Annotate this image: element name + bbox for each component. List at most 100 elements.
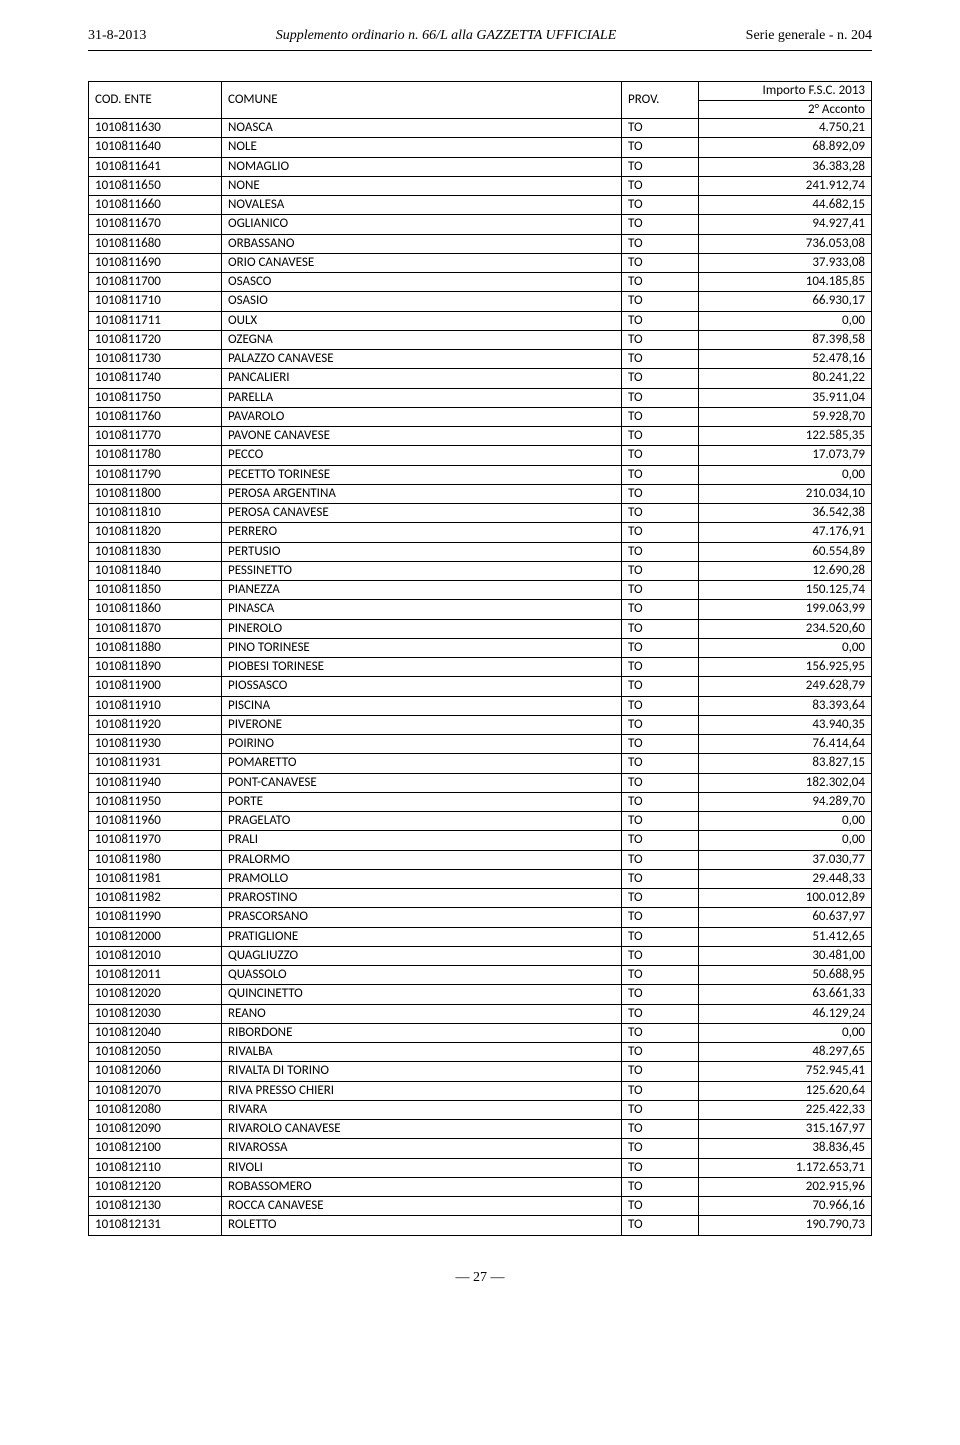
cell-value: 0,00	[699, 638, 872, 657]
cell-code: 1010812010	[89, 946, 222, 965]
cell-value: 35.911,04	[699, 388, 872, 407]
cell-code: 1010812070	[89, 1081, 222, 1100]
cell-prov: TO	[622, 138, 699, 157]
cell-code: 1010811910	[89, 696, 222, 715]
cell-code: 1010811931	[89, 754, 222, 773]
table-row: 1010811931POMARETTOTO83.827,15	[89, 754, 872, 773]
table-row: 1010811980PRALORMOTO37.030,77	[89, 850, 872, 869]
cell-prov: TO	[622, 696, 699, 715]
table-row: 1010811990PRASCORSANOTO60.637,97	[89, 908, 872, 927]
cell-code: 1010811630	[89, 119, 222, 138]
table-row: 1010811640NOLETO68.892,09	[89, 138, 872, 157]
cell-value: 37.933,08	[699, 253, 872, 272]
cell-comune: OZEGNA	[222, 330, 622, 349]
cell-comune: PERRERO	[222, 523, 622, 542]
cell-comune: ROCCA CANAVESE	[222, 1197, 622, 1216]
table-row: 1010812070RIVA PRESSO CHIERITO125.620,64	[89, 1081, 872, 1100]
cell-comune: PIOSSASCO	[222, 677, 622, 696]
cell-comune: PISCINA	[222, 696, 622, 715]
cell-code: 1010811960	[89, 812, 222, 831]
cell-value: 60.554,89	[699, 542, 872, 561]
cell-value: 100.012,89	[699, 889, 872, 908]
cell-value: 17.073,79	[699, 446, 872, 465]
cell-code: 1010812120	[89, 1177, 222, 1196]
header-title: Supplemento ordinario n. 66/L alla GAZZE…	[146, 28, 745, 44]
cell-value: 182.302,04	[699, 773, 872, 792]
col-header-importo-line2: 2° Acconto	[699, 100, 872, 119]
cell-code: 1010811850	[89, 581, 222, 600]
cell-prov: TO	[622, 850, 699, 869]
table-row: 1010811810PEROSA CANAVESETO36.542,38	[89, 504, 872, 523]
cell-code: 1010812080	[89, 1100, 222, 1119]
cell-value: 43.940,35	[699, 715, 872, 734]
cell-comune: PANCALIERI	[222, 369, 622, 388]
cell-prov: TO	[622, 773, 699, 792]
cell-value: 0,00	[699, 831, 872, 850]
cell-prov: TO	[622, 600, 699, 619]
cell-prov: TO	[622, 484, 699, 503]
cell-code: 1010811990	[89, 908, 222, 927]
cell-comune: NOLE	[222, 138, 622, 157]
cell-value: 80.241,22	[699, 369, 872, 388]
table-row: 1010812100RIVAROSSATO38.836,45	[89, 1139, 872, 1158]
col-header-code: COD. ENTE	[89, 82, 222, 119]
cell-value: 37.030,77	[699, 850, 872, 869]
table-row: 1010811670OGLIANICOTO94.927,41	[89, 215, 872, 234]
cell-comune: POIRINO	[222, 735, 622, 754]
cell-comune: QUASSOLO	[222, 966, 622, 985]
cell-prov: TO	[622, 176, 699, 195]
cell-comune: RIVA PRESSO CHIERI	[222, 1081, 622, 1100]
table-row: 1010811660NOVALESATO44.682,15	[89, 196, 872, 215]
cell-comune: RIBORDONE	[222, 1023, 622, 1042]
cell-value: 36.542,38	[699, 504, 872, 523]
cell-prov: TO	[622, 1004, 699, 1023]
cell-code: 1010812090	[89, 1120, 222, 1139]
cell-value: 83.393,64	[699, 696, 872, 715]
table-row: 1010811920PIVERONETO43.940,35	[89, 715, 872, 734]
cell-comune: NOVALESA	[222, 196, 622, 215]
cell-value: 752.945,41	[699, 1062, 872, 1081]
table-row: 1010811711OULXTO0,00	[89, 311, 872, 330]
cell-code: 1010811730	[89, 350, 222, 369]
cell-prov: TO	[622, 1100, 699, 1119]
cell-prov: TO	[622, 215, 699, 234]
cell-prov: TO	[622, 1177, 699, 1196]
cell-comune: PINASCA	[222, 600, 622, 619]
cell-comune: NOASCA	[222, 119, 622, 138]
cell-code: 1010811770	[89, 427, 222, 446]
cell-comune: RIVOLI	[222, 1158, 622, 1177]
cell-prov: TO	[622, 1139, 699, 1158]
cell-comune: PORTE	[222, 792, 622, 811]
table-row: 1010811940PONT-CANAVESETO182.302,04	[89, 773, 872, 792]
cell-comune: ROLETTO	[222, 1216, 622, 1235]
cell-prov: TO	[622, 407, 699, 426]
cell-comune: PAVONE CANAVESE	[222, 427, 622, 446]
cell-value: 736.053,08	[699, 234, 872, 253]
cell-value: 0,00	[699, 812, 872, 831]
cell-prov: TO	[622, 196, 699, 215]
cell-code: 1010811840	[89, 561, 222, 580]
cell-prov: TO	[622, 1023, 699, 1042]
cell-prov: TO	[622, 561, 699, 580]
cell-code: 1010812110	[89, 1158, 222, 1177]
cell-code: 1010811810	[89, 504, 222, 523]
cell-prov: TO	[622, 1158, 699, 1177]
cell-comune: RIVALTA DI TORINO	[222, 1062, 622, 1081]
table-row: 1010811890PIOBESI TORINESETO156.925,95	[89, 658, 872, 677]
cell-code: 1010811640	[89, 138, 222, 157]
table-row: 1010811910PISCINATO83.393,64	[89, 696, 872, 715]
data-table: COD. ENTE COMUNE PROV. Importo F.S.C. 20…	[88, 81, 872, 1236]
cell-value: 0,00	[699, 465, 872, 484]
table-row: 1010812120ROBASSOMEROTO202.915,96	[89, 1177, 872, 1196]
cell-prov: TO	[622, 715, 699, 734]
cell-code: 1010811660	[89, 196, 222, 215]
cell-value: 94.927,41	[699, 215, 872, 234]
cell-code: 1010811970	[89, 831, 222, 850]
table-row: 1010811720OZEGNATO87.398,58	[89, 330, 872, 349]
cell-value: 68.892,09	[699, 138, 872, 157]
cell-value: 125.620,64	[699, 1081, 872, 1100]
col-header-importo-line1: Importo F.S.C. 2013	[699, 82, 872, 101]
col-header-prov: PROV.	[622, 82, 699, 119]
table-row: 1010812000PRATIGLIONETO51.412,65	[89, 927, 872, 946]
cell-comune: PRAROSTINO	[222, 889, 622, 908]
